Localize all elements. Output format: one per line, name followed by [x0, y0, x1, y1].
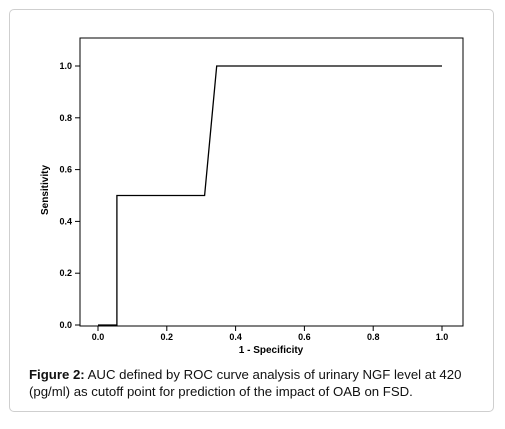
- y-tick-label: 0.4: [59, 216, 72, 226]
- y-tick-label: 0.8: [59, 113, 72, 123]
- figure-label: Figure 2:: [29, 367, 85, 382]
- roc-curve-line: [98, 65, 442, 326]
- x-tick-label: 0.8: [367, 332, 380, 342]
- y-tick-label: 0.2: [59, 268, 72, 278]
- x-tick-label: 0.6: [298, 332, 311, 342]
- x-axis: 0.0 0.2 0.4 0.6 0.8 1.0: [92, 326, 449, 342]
- x-tick-label: 0.0: [92, 332, 105, 342]
- y-tick-label: 0.6: [59, 165, 72, 175]
- figure-caption: Figure 2: AUC defined by ROC curve analy…: [29, 366, 479, 400]
- figure-card: [9, 9, 494, 412]
- plot-area-frame: [79, 37, 464, 327]
- figure-caption-text: AUC defined by ROC curve analysis of uri…: [29, 367, 462, 399]
- y-tick-label: 0.0: [59, 320, 72, 330]
- y-axis-title: Sensitivity: [40, 165, 51, 215]
- y-tick-label: 1.0: [59, 61, 72, 71]
- y-axis: 0.0 0.2 0.4 0.6 0.8 1.0: [59, 61, 80, 330]
- x-tick-label: 0.2: [161, 332, 174, 342]
- x-axis-title: 1 - Specificity: [239, 345, 304, 356]
- x-tick-label: 1.0: [436, 332, 449, 342]
- x-tick-label: 0.4: [229, 332, 242, 342]
